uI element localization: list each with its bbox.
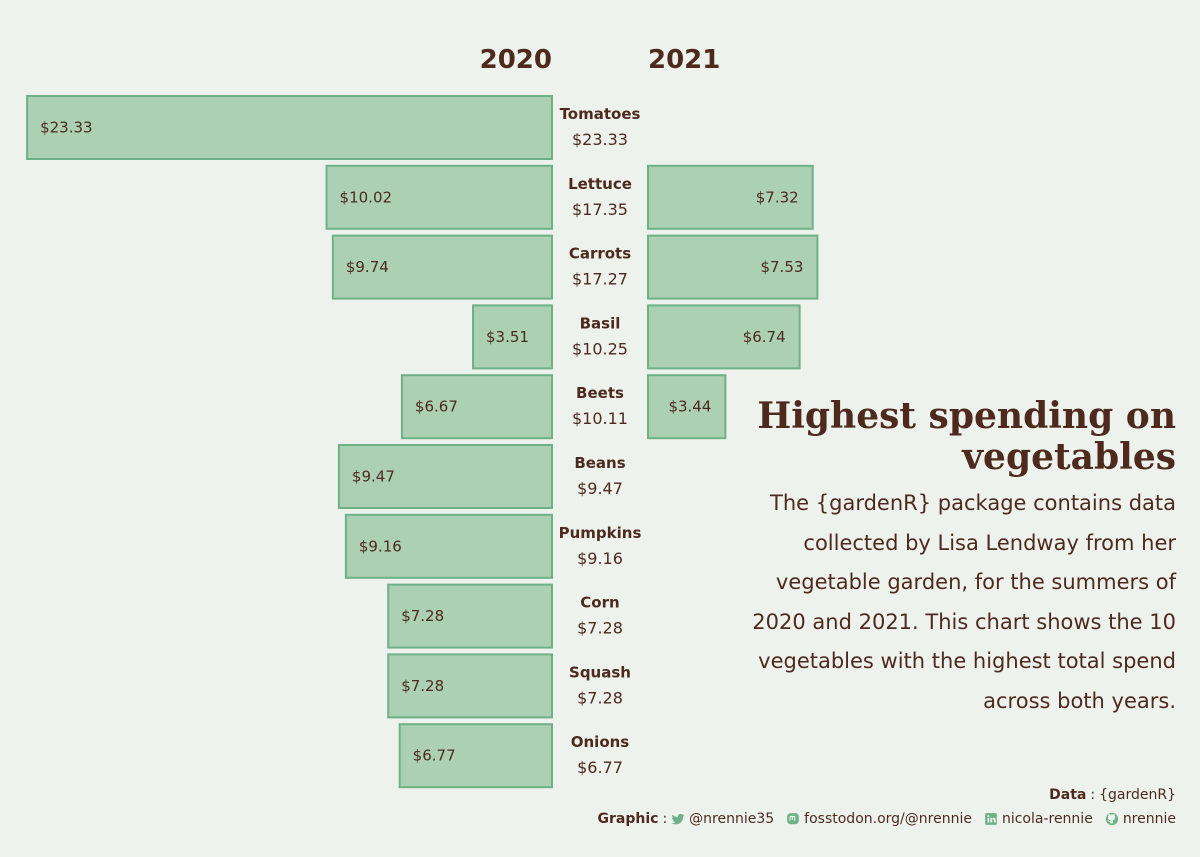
bar-label-2020: $10.02 <box>340 188 393 206</box>
category-label: Beets <box>576 384 624 402</box>
graphic-label: Graphic <box>597 811 659 827</box>
bar-label-2021: $7.53 <box>760 258 803 276</box>
category-label: Carrots <box>569 245 631 263</box>
twitter-icon <box>671 812 685 826</box>
mastodon-icon <box>786 812 800 826</box>
bar-label-2021: $7.32 <box>756 188 799 206</box>
category-label: Tomatoes <box>560 105 641 123</box>
linkedin-icon <box>984 812 998 826</box>
bar-label-2020: $6.77 <box>413 747 456 765</box>
mastodon-handle: fosstodon.org/@nrennie <box>804 811 972 827</box>
github-handle: nrennie <box>1122 811 1176 827</box>
data-source: {gardenR} <box>1099 787 1176 803</box>
bar-2020 <box>472 304 553 370</box>
category-label: Lettuce <box>568 175 632 193</box>
year-header-2021: 2021 <box>648 45 720 75</box>
bar-label-2020: $9.74 <box>346 258 389 276</box>
category-label: Pumpkins <box>559 524 642 542</box>
bar-2020 <box>387 583 554 649</box>
total-label: $23.33 <box>572 130 628 149</box>
data-source-line: Data: {gardenR} <box>1049 787 1176 803</box>
year-header-2020: 2020 <box>480 45 552 75</box>
total-label: $9.47 <box>577 479 623 498</box>
category-label: Beans <box>574 454 625 472</box>
bar-2021 <box>647 164 814 230</box>
bar-2021 <box>647 234 819 300</box>
category-label: Basil <box>580 314 621 332</box>
bar-label-2021: $3.44 <box>668 398 711 416</box>
category-label: Onions <box>571 733 630 751</box>
category-label: Squash <box>569 663 631 681</box>
bar-label-2021: $6.74 <box>743 328 786 346</box>
bar-2020 <box>325 164 553 230</box>
total-label: $9.16 <box>577 549 623 568</box>
total-label: $17.27 <box>572 270 628 289</box>
bar-2020 <box>344 513 553 579</box>
bar-label-2020: $9.47 <box>352 468 395 486</box>
chart-subtitle: The {gardenR} package contains data coll… <box>752 491 1176 713</box>
total-label: $7.28 <box>577 619 623 638</box>
category-label: Corn <box>580 594 619 612</box>
total-label: $10.25 <box>572 339 628 358</box>
bar-2020 <box>331 234 553 300</box>
data-label: Data <box>1049 787 1087 803</box>
bar-label-2020: $23.33 <box>40 119 92 137</box>
bar-2020 <box>400 374 553 440</box>
bar-label-2020: $3.51 <box>486 328 529 346</box>
bar-label-2020: $9.16 <box>359 537 402 555</box>
bar-2020 <box>387 653 554 719</box>
bar-2021 <box>647 304 801 370</box>
github-icon <box>1105 812 1119 826</box>
linkedin-handle: nicola-rennie <box>1001 811 1093 827</box>
total-label: $10.11 <box>572 409 628 428</box>
bar-2020 <box>26 95 553 160</box>
chart-title: Highest spending on vegetables <box>757 395 1176 478</box>
bar-2020 <box>337 444 553 509</box>
bar-label-2020: $6.67 <box>415 398 458 416</box>
title-block: Highest spending on vegetables The {gard… <box>746 396 1176 721</box>
bar-2021 <box>647 374 727 440</box>
bar-label-2020: $7.28 <box>401 607 444 625</box>
total-label: $7.28 <box>577 688 623 707</box>
bar-label-2020: $7.28 <box>401 677 444 695</box>
total-label: $6.77 <box>577 758 623 777</box>
total-label: $17.35 <box>572 200 628 219</box>
caption: Data: {gardenR} Graphic: @nrennie35 foss… <box>598 787 1176 835</box>
bar-2020 <box>398 723 553 789</box>
graphic-credit-line: Graphic: @nrennie35 fosstodon.org/@nrenn… <box>597 811 1176 827</box>
twitter-handle: @nrennie35 <box>689 811 775 827</box>
